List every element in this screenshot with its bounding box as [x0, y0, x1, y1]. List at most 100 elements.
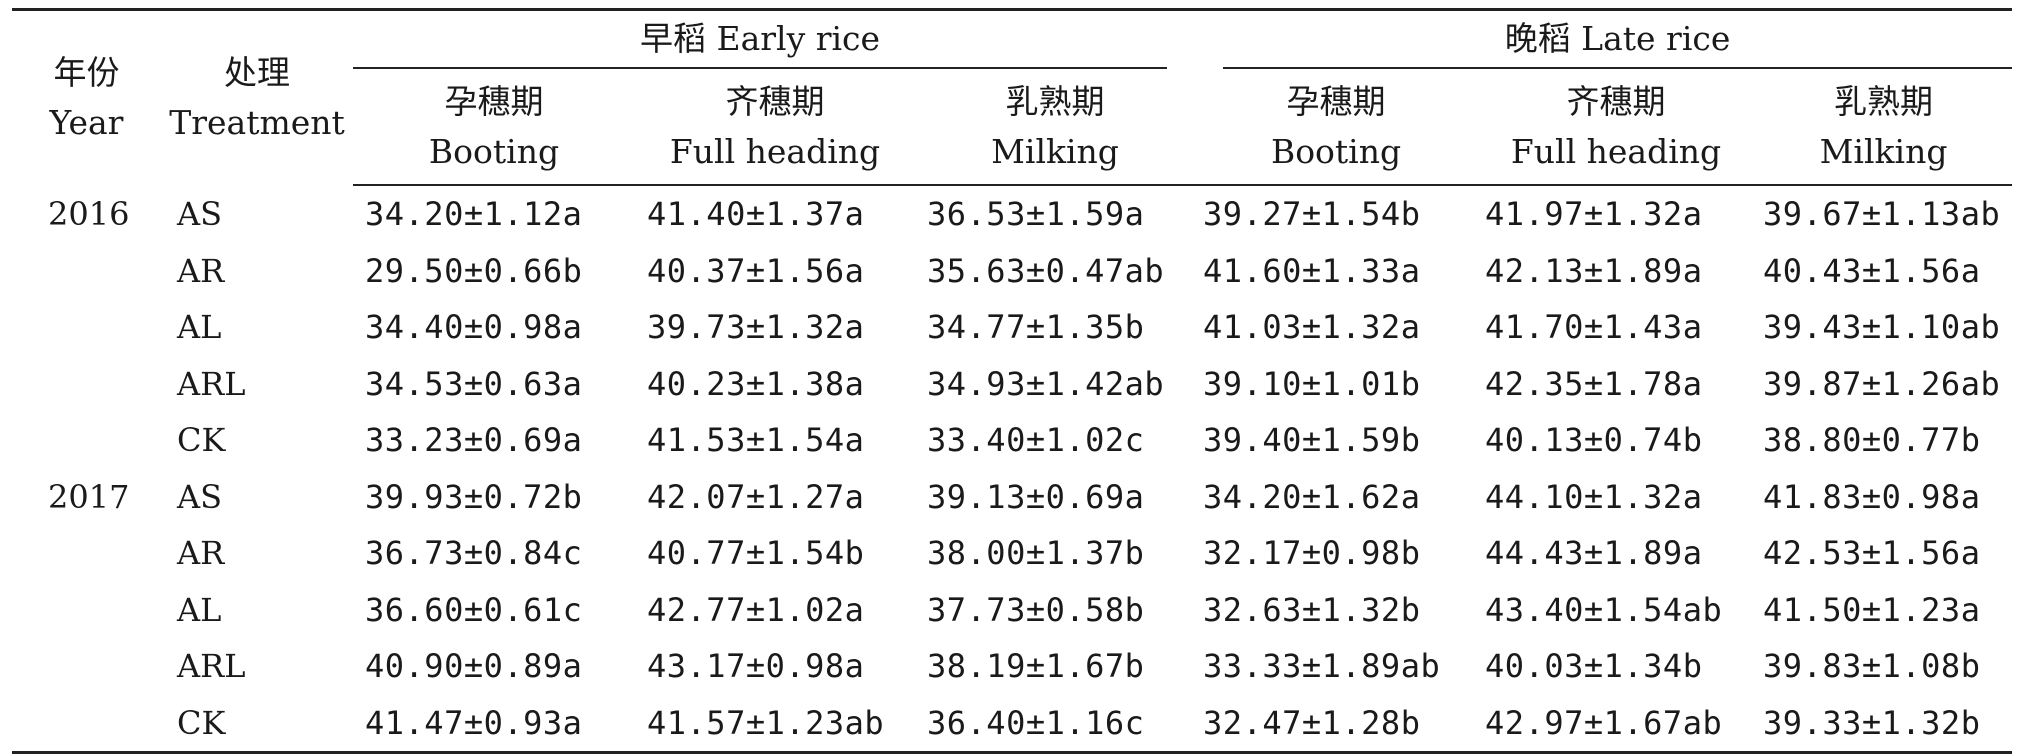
value-cell: 32.17±0.98b	[1203, 534, 1421, 573]
treatment-header-zh: 处理	[224, 53, 290, 92]
treatment-cell: ARL	[177, 647, 246, 686]
value-cell: 34.77±1.35b	[927, 308, 1145, 347]
stage-header: 乳熟期 Milking	[915, 69, 1196, 186]
treatment-header-en: Treatment	[169, 103, 345, 142]
table-row: AR 36.73±0.84c 40.77±1.54b 38.00±1.37b 32.17…	[12, 525, 2012, 582]
value-cell: 33.40±1.02c	[927, 421, 1145, 460]
stage-zh: 乳熟期	[1834, 81, 1934, 121]
value-cell: 43.40±1.54ab	[1485, 590, 1723, 629]
value-cell: 39.40±1.59b	[1203, 421, 1421, 460]
value-cell: 29.50±0.66b	[365, 251, 583, 290]
stage-zh: 孕穗期	[1286, 81, 1386, 121]
value-cell: 37.73±0.58b	[927, 590, 1145, 629]
value-cell: 34.53±0.63a	[365, 364, 583, 403]
header-row-stages: 孕穗期 Booting 齐穗期 Full heading 乳熟期 Milking 孕穗…	[12, 69, 2013, 186]
value-cell: 32.47±1.28b	[1195, 694, 1478, 754]
value-cell: 41.70±1.43a	[1485, 308, 1703, 347]
treatment-cell: AR	[177, 251, 225, 290]
table-row: AL 34.40±0.98a 39.73±1.32a 34.77±1.35b 41.03…	[12, 299, 2012, 356]
value-cell: 36.73±0.84c	[365, 534, 583, 573]
table-row: 2016 AS 34.20±1.12a 41.40±1.37a 36.53±1.59a 3…	[12, 185, 2012, 243]
value-cell: 42.53±1.56a	[1763, 534, 1981, 573]
value-cell: 36.60±0.61c	[365, 590, 583, 629]
stage-header: 孕穗期 Booting	[1195, 69, 1478, 186]
value-cell: 41.53±1.54a	[647, 421, 865, 460]
late-rice-label: 晚稻 Late rice	[1223, 11, 2013, 69]
treatment-cell: AL	[177, 308, 222, 347]
value-cell: 34.20±1.62a	[1203, 477, 1421, 516]
value-cell: 39.87±1.26ab	[1763, 364, 2001, 403]
value-cell: 38.00±1.37b	[927, 534, 1145, 573]
year-cell: 2017	[48, 477, 130, 516]
table-row: CK 33.23±0.69a 41.53±1.54a 33.40±1.02c 39.40…	[12, 412, 2012, 469]
value-cell: 39.83±1.08b	[1763, 647, 1981, 686]
stage-en: Milking	[991, 131, 1119, 171]
value-cell: 40.13±0.74b	[1485, 421, 1703, 460]
value-cell: 33.23±0.69a	[365, 421, 583, 460]
value-cell: 41.97±1.32a	[1485, 195, 1703, 234]
value-cell: 40.23±1.38a	[647, 364, 865, 403]
early-rice-header: 早稻 Early rice	[353, 10, 1195, 69]
treatment-header: 处理 Treatment	[161, 10, 353, 186]
value-cell: 41.03±1.32a	[1203, 308, 1421, 347]
value-cell: 39.67±1.13ab	[1763, 195, 2001, 234]
value-cell: 40.37±1.56a	[647, 251, 865, 290]
year-cell	[12, 694, 161, 754]
year-cell	[12, 356, 161, 413]
value-cell: 40.77±1.54b	[647, 534, 865, 573]
treatment-cell: AL	[177, 590, 222, 629]
value-cell: 41.83±0.98a	[1763, 477, 1981, 516]
stage-header: 乳熟期 Milking	[1755, 69, 2013, 186]
table-row: ARL 40.90±0.89a 43.17±0.98a 38.19±1.67b 33.3…	[12, 638, 2012, 695]
year-cell: 2016	[48, 194, 130, 233]
year-cell	[12, 412, 161, 469]
value-cell: 34.20±1.12a	[365, 195, 583, 234]
treatment-cell: CK	[177, 421, 226, 460]
value-cell: 42.13±1.89a	[1485, 251, 1703, 290]
value-cell: 38.19±1.67b	[927, 647, 1145, 686]
value-cell: 40.03±1.34b	[1485, 647, 1703, 686]
stage-en: Booting	[428, 131, 560, 171]
value-cell: 41.60±1.33a	[1203, 251, 1421, 290]
stage-zh: 齐穗期	[725, 81, 825, 121]
stage-header: 齐穗期 Full heading	[635, 69, 915, 186]
value-cell: 33.33±1.89ab	[1203, 647, 1441, 686]
table-row: AR 29.50±0.66b 40.37±1.56a 35.63±0.47ab 41.6…	[12, 243, 2012, 300]
stage-en: Milking	[1819, 131, 1948, 171]
header-row-top: 年份 Year 处理 Treatment 早稻 Early rice 晚稻 La…	[12, 9, 2013, 142]
value-cell: 44.10±1.32a	[1485, 477, 1703, 516]
value-cell: 42.97±1.67ab	[1477, 694, 1756, 754]
value-cell: 35.63±0.47ab	[927, 251, 1165, 290]
year-header: 年份 Year	[12, 10, 161, 186]
data-table: 年份 Year 处理 Treatment 早稻 Early rice 晚稻 La…	[12, 8, 2013, 754]
value-cell: 39.93±0.72b	[365, 477, 583, 516]
early-rice-label: 早稻 Early rice	[353, 11, 1168, 69]
stage-header: 孕穗期 Booting	[353, 69, 635, 186]
value-cell: 39.13±0.69a	[927, 477, 1145, 516]
year-cell	[12, 638, 161, 695]
value-cell: 34.40±0.98a	[365, 308, 583, 347]
value-cell: 40.90±0.89a	[365, 647, 583, 686]
value-cell: 39.10±1.01b	[1203, 364, 1421, 403]
table-row: 2017 AS 39.93±0.72b 42.07±1.27a 39.13±0.69a 3…	[12, 469, 2012, 526]
value-cell: 39.27±1.54b	[1203, 195, 1421, 234]
stage-zh: 乳熟期	[1005, 81, 1105, 121]
treatment-cell: ARL	[177, 364, 246, 403]
value-cell: 41.57±1.23ab	[635, 694, 915, 754]
stage-zh: 齐穗期	[1566, 81, 1666, 121]
stage-en: Full heading	[669, 131, 881, 171]
value-cell: 39.43±1.10ab	[1763, 308, 2001, 347]
value-cell: 41.47±0.93a	[353, 694, 635, 754]
table-body: 2016 AS 34.20±1.12a 41.40±1.37a 36.53±1.59a 3…	[12, 185, 2013, 754]
value-cell: 38.80±0.77b	[1763, 421, 1981, 460]
value-cell: 36.53±1.59a	[927, 195, 1145, 234]
value-cell: 41.40±1.37a	[647, 195, 865, 234]
value-cell: 32.63±1.32b	[1203, 590, 1421, 629]
stage-en: Full heading	[1510, 131, 1722, 171]
stage-zh: 孕穗期	[444, 81, 544, 121]
value-cell: 34.93±1.42ab	[927, 364, 1165, 403]
year-cell	[12, 525, 161, 582]
table-row: CK 41.47±0.93a 41.57±1.23ab 36.40±1.16c 32.4…	[12, 694, 2013, 754]
stage-header: 齐穗期 Full heading	[1477, 69, 1756, 186]
year-header-en: Year	[49, 103, 124, 142]
